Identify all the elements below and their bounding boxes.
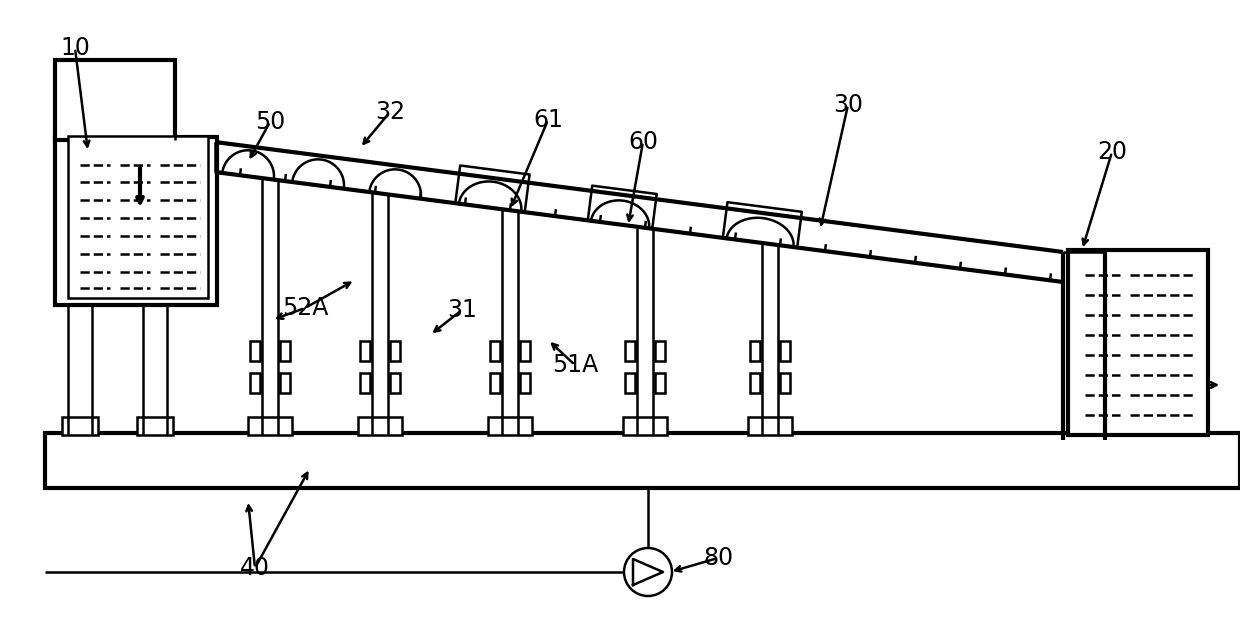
Bar bbox=[622, 417, 667, 435]
Bar bbox=[1068, 250, 1208, 435]
Text: 80: 80 bbox=[703, 546, 733, 570]
Bar bbox=[489, 417, 532, 435]
Bar bbox=[748, 417, 792, 435]
Bar bbox=[136, 417, 174, 435]
Bar bbox=[360, 373, 370, 393]
Bar bbox=[780, 373, 790, 393]
Bar bbox=[45, 433, 1240, 488]
Bar bbox=[391, 373, 401, 393]
Bar bbox=[520, 373, 529, 393]
Text: 60: 60 bbox=[627, 130, 658, 154]
Bar bbox=[68, 136, 208, 298]
Bar bbox=[62, 417, 98, 435]
Bar bbox=[55, 60, 175, 140]
Text: 30: 30 bbox=[833, 93, 863, 117]
Bar bbox=[280, 373, 290, 393]
Text: 20: 20 bbox=[1097, 140, 1127, 164]
Bar bbox=[750, 340, 760, 360]
Bar bbox=[490, 373, 500, 393]
Bar bbox=[490, 340, 500, 360]
Bar bbox=[780, 340, 790, 360]
Bar bbox=[655, 373, 665, 393]
Text: 31: 31 bbox=[448, 298, 477, 322]
Bar bbox=[360, 340, 370, 360]
Bar bbox=[250, 373, 260, 393]
Bar bbox=[655, 340, 665, 360]
Text: 51A: 51A bbox=[552, 353, 598, 377]
Bar bbox=[520, 340, 529, 360]
Bar bbox=[391, 340, 401, 360]
Bar bbox=[358, 417, 402, 435]
Text: 61: 61 bbox=[533, 108, 563, 132]
Text: 50: 50 bbox=[255, 110, 285, 134]
Text: 52A: 52A bbox=[281, 296, 329, 320]
Bar bbox=[55, 137, 217, 305]
Text: 10: 10 bbox=[60, 36, 91, 60]
Text: 40: 40 bbox=[241, 556, 270, 580]
Bar bbox=[248, 417, 291, 435]
Bar bbox=[280, 340, 290, 360]
Bar bbox=[750, 373, 760, 393]
Text: 32: 32 bbox=[374, 100, 405, 124]
Bar bbox=[625, 340, 635, 360]
Bar bbox=[250, 340, 260, 360]
Bar bbox=[625, 373, 635, 393]
